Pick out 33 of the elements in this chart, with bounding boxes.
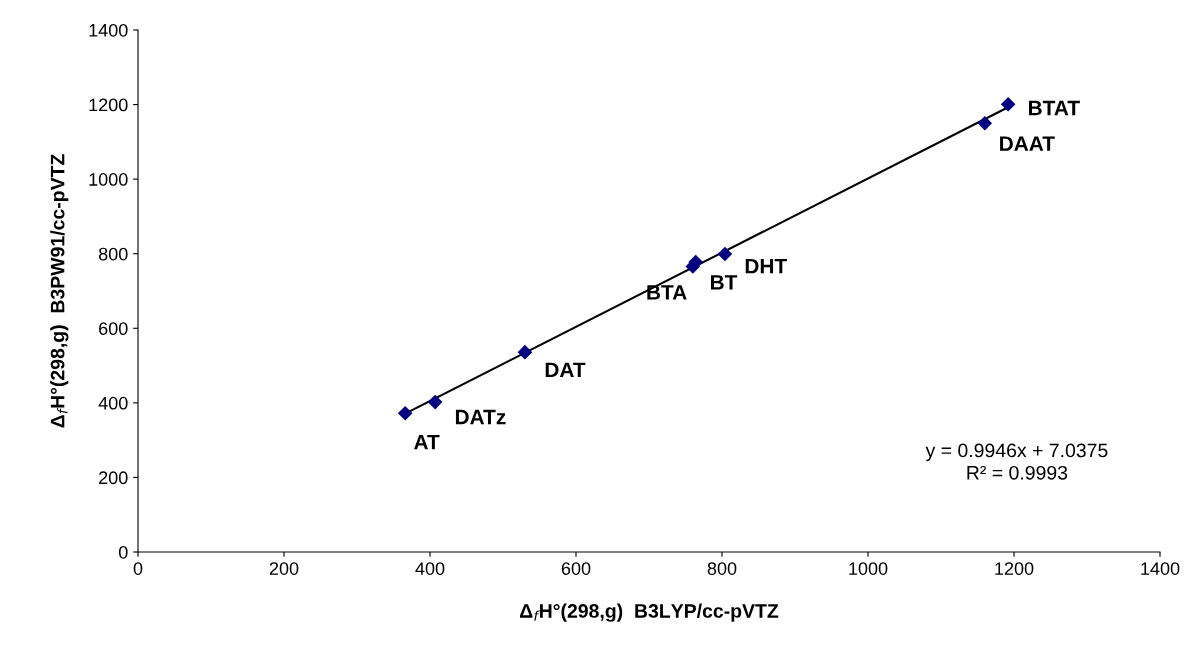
x-tick-label: 0 <box>133 562 143 575</box>
x-tick-label: 400 <box>415 562 445 575</box>
data-label: DATz <box>455 409 506 425</box>
point <box>397 406 413 421</box>
x-tick-label: 600 <box>561 562 591 575</box>
point <box>717 246 733 262</box>
data-label: BTAT <box>1029 100 1080 116</box>
y-tick-label: 1200 <box>89 98 128 112</box>
y-tick-label: 200 <box>99 471 128 485</box>
y-tick-label: 1000 <box>89 173 128 186</box>
point <box>1000 96 1016 112</box>
y-tick-label: 1400 <box>89 23 128 37</box>
y-tick-label: 600 <box>99 322 128 336</box>
y-tick-label: 400 <box>98 396 128 410</box>
data-label: DHT <box>745 259 787 274</box>
x-tick-label: 1200 <box>995 562 1034 575</box>
data-label: DAAT <box>1000 136 1055 151</box>
x-axis-title: Δ$_{f}$H°(298,g) B3LYP/cc-pVTZ <box>520 603 779 622</box>
point <box>977 115 993 131</box>
x-tick-label: 800 <box>707 562 737 575</box>
point <box>427 394 443 410</box>
y-tick-label: 0 <box>118 545 128 559</box>
annotation: y = 0.9946x + 7.0375 R² = 0.9993 <box>925 443 1108 480</box>
y-tick-label: 800 <box>98 247 128 261</box>
data-label: DAT <box>545 362 586 377</box>
y-axis-title: Δ$_{f}$H°(298,g) B3PW91/cc-pVTZ <box>50 154 69 428</box>
x-tick-label: 200 <box>269 562 299 575</box>
point <box>517 344 533 360</box>
x-tick-label: 1000 <box>849 562 888 575</box>
data-label: BT <box>711 275 738 290</box>
data-label: AT <box>414 434 440 450</box>
data-label: BTA <box>647 285 687 300</box>
x-tick-label: 1400 <box>1141 562 1180 575</box>
